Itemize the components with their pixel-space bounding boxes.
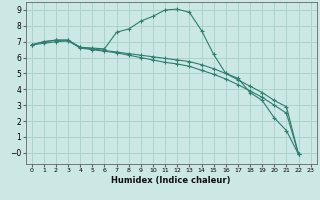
X-axis label: Humidex (Indice chaleur): Humidex (Indice chaleur) [111, 176, 231, 185]
